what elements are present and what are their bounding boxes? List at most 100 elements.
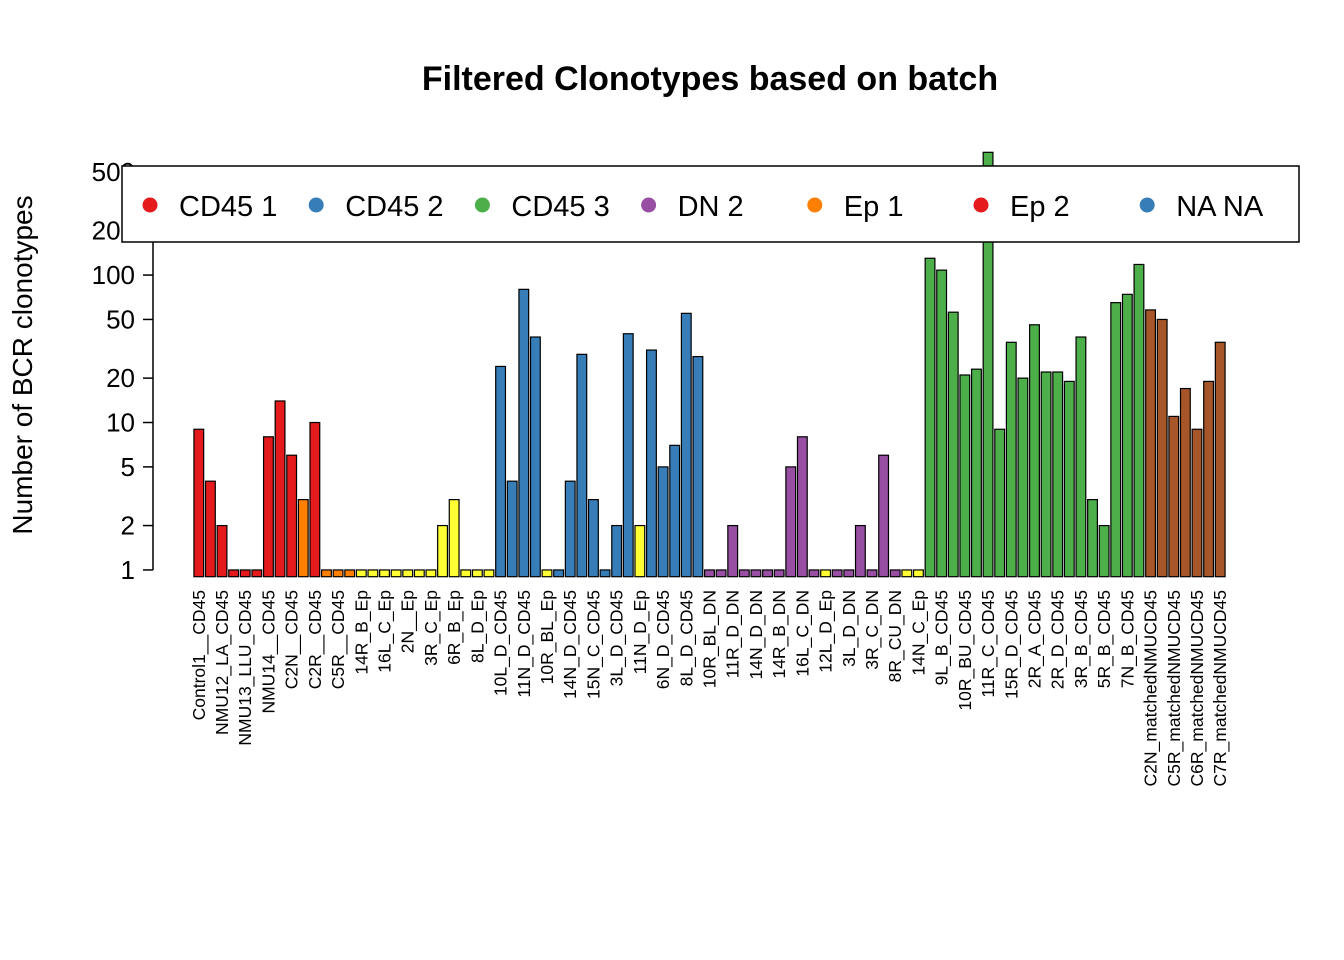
bar (529, 336, 541, 578)
legend-marker (142, 197, 158, 213)
x-tick-label: C7R_matchedNMUCD45 (1210, 590, 1231, 786)
bar (762, 569, 774, 578)
bar (1110, 302, 1122, 578)
x-tick-label: C2R__CD45 (305, 590, 326, 689)
bar (425, 569, 437, 578)
bar (460, 569, 472, 578)
bar (645, 349, 657, 578)
bar (1098, 524, 1110, 578)
bar (982, 151, 994, 578)
y-axis-label: Number of BCR clonotypes (7, 195, 38, 534)
x-tick-label: 11N_D_Ep (630, 590, 651, 674)
legend-marker (641, 197, 657, 213)
bar (878, 454, 890, 578)
x-tick-label: 15R_D_CD45 (1001, 590, 1022, 699)
x-tick-label: C2N__CD45 (282, 590, 303, 689)
bar (1040, 371, 1052, 578)
bar (1214, 341, 1226, 578)
y-tick-label: 1 (121, 555, 135, 585)
bar (344, 569, 356, 578)
bar (947, 311, 959, 578)
bar (820, 569, 832, 578)
x-tick-label: 15N_C_CD45 (583, 590, 604, 699)
bar (994, 428, 1006, 578)
x-tick-label: 3L_D_CD45 (607, 590, 628, 686)
x-tick-label: 7N_B_CD45 (1117, 590, 1138, 688)
legend-marker (973, 197, 989, 213)
x-tick-label: C5R_matchedNMUCD45 (1164, 590, 1185, 786)
bar (599, 569, 611, 578)
bar (970, 368, 982, 578)
bar (889, 569, 901, 578)
x-tick-label: 14N_D_DN (746, 590, 767, 679)
bar (332, 569, 344, 578)
x-tick-label: 10R_BU_CD45 (955, 590, 976, 711)
bar (1168, 415, 1180, 578)
legend-label: CD45 3 (511, 191, 609, 223)
x-tick-label: 14R_B_Ep (351, 590, 372, 675)
x-tick-label: 11R_D_DN (723, 590, 744, 678)
x-tick-label: Control1__CD45 (189, 590, 210, 720)
x-tick-label: 8R_CU_DN (885, 590, 906, 682)
bar (297, 499, 309, 578)
legend-label: CD45 1 (179, 191, 277, 223)
bar (495, 365, 507, 578)
x-tick-label: 6R_B_Ep (444, 590, 465, 665)
x-tick-label: 3R_C_DN (862, 590, 883, 670)
x-tick-label: 14R_B_DN (769, 590, 790, 679)
bar (471, 569, 483, 578)
x-tick-label: NMU12_LA_CD45 (212, 590, 233, 735)
bar (1017, 377, 1029, 578)
legend-marker (474, 197, 490, 213)
bar (866, 569, 878, 578)
x-tick-label: 3R_B_CD45 (1071, 590, 1092, 688)
bar (1087, 499, 1098, 578)
bar (657, 466, 669, 578)
bar (239, 569, 251, 578)
x-tick-label: 10R_BL_Ep (537, 590, 558, 684)
x-tick-label: 8L_D_CD45 (676, 590, 697, 686)
x-tick-label: NMU14__CD45 (258, 590, 279, 714)
bar (541, 569, 553, 578)
bar (634, 524, 646, 578)
x-tick-label: 3L_D_DN (839, 590, 860, 667)
x-tick-label: 5R_B_CD45 (1094, 590, 1115, 688)
bar (402, 569, 414, 578)
bar (1029, 324, 1040, 578)
bar (727, 524, 739, 578)
x-tick-label: 2R_A_CD45 (1024, 590, 1045, 688)
bar (448, 499, 460, 578)
bar (622, 333, 634, 578)
legend-label: CD45 2 (345, 191, 443, 223)
x-tick-label: 8L_D_Ep (467, 590, 488, 663)
y-tick-label: 10 (106, 408, 135, 438)
bar (228, 569, 240, 578)
x-tick-label: 9L_B_CD45 (932, 590, 953, 685)
bar (843, 569, 855, 578)
bar (796, 436, 808, 578)
bar (1145, 309, 1157, 578)
bar (1133, 263, 1145, 578)
bar (924, 257, 936, 578)
x-tick-label: C6R_matchedNMUCD45 (1187, 590, 1208, 786)
bar (1179, 387, 1191, 578)
x-tick-label: 14N_C_Ep (908, 590, 929, 676)
bar (553, 569, 565, 578)
x-tick-label: 10L_D_CD45 (491, 590, 512, 696)
chart-title: Filtered Clonotypes based on batch (422, 60, 998, 98)
bar (204, 480, 216, 578)
legend-label: NA NA (1176, 191, 1264, 223)
bar (506, 480, 518, 578)
bar (912, 569, 924, 578)
bar (936, 269, 948, 578)
bar (854, 524, 866, 578)
bar (437, 524, 449, 578)
bar (901, 569, 913, 578)
y-tick-label: 100 (92, 260, 135, 290)
legend-label: DN 2 (678, 191, 744, 223)
bar (704, 569, 715, 578)
y-tick-label: 20 (106, 363, 135, 393)
legend-label: Ep 1 (844, 191, 904, 223)
x-tick-label: 11R_C_CD45 (978, 590, 999, 698)
